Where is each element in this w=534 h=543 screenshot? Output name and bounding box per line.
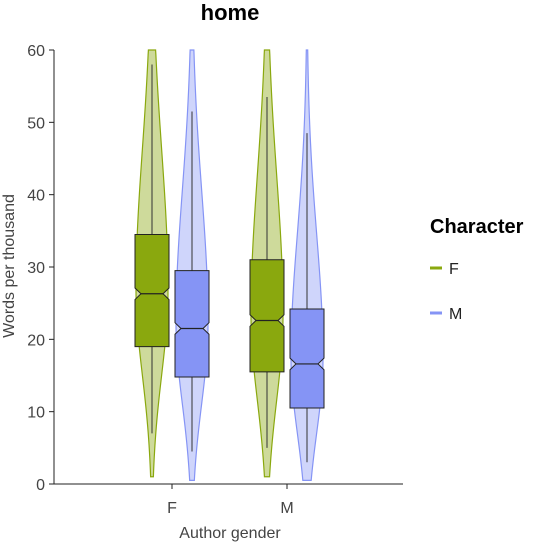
y-tick-label: 20 — [27, 332, 45, 349]
y-tick-label: 40 — [27, 188, 45, 205]
legend-label-M: M — [449, 306, 462, 323]
y-tick-label: 10 — [27, 405, 45, 422]
box-F-M — [249, 259, 285, 373]
box-M-F — [174, 270, 210, 378]
y-axis-title: Words per thousand — [1, 194, 18, 338]
legend-label-F: F — [449, 261, 459, 278]
legend: Character F M — [430, 216, 524, 323]
x-tick-label: F — [167, 500, 177, 517]
y-tick-label: 60 — [27, 43, 45, 60]
y-tick-label: 30 — [27, 260, 45, 277]
y-tick-label: 50 — [27, 115, 45, 132]
box-F-F — [134, 233, 170, 348]
violin-group-M-M — [289, 49, 325, 481]
x-tick-label: M — [280, 500, 293, 517]
box-M-M — [289, 308, 325, 409]
violin-group-F-F — [134, 49, 170, 478]
y-tick-label: 0 — [36, 477, 45, 494]
violin-group-F-M — [249, 49, 285, 478]
plot-area — [134, 49, 325, 481]
violin-group-M-F — [174, 49, 210, 481]
x-axis-title: Author gender — [179, 525, 281, 542]
chart-title: home — [201, 0, 260, 25]
y-axis-ticks: 0 10 20 30 40 50 60 — [27, 43, 54, 494]
legend-title: Character — [430, 216, 524, 238]
